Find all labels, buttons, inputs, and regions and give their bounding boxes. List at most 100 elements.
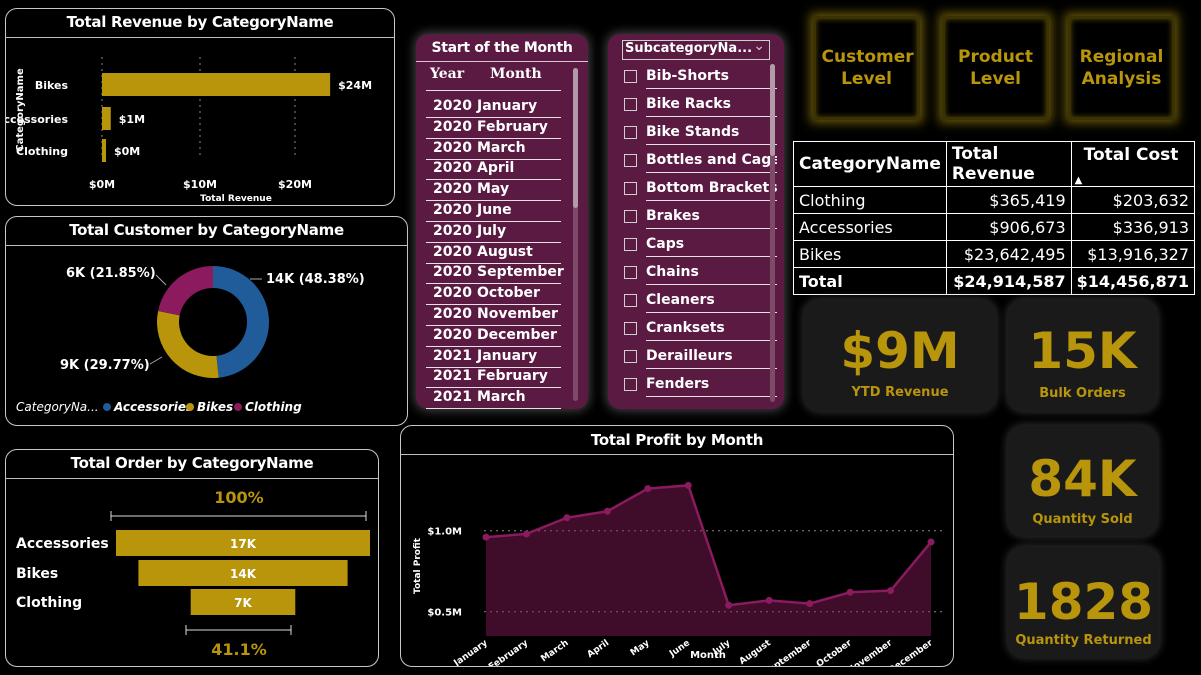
subcategory-label: Chains	[646, 264, 777, 285]
month-slicer-item[interactable]: 2020 September	[426, 263, 564, 285]
profit-point[interactable]	[563, 514, 571, 522]
checkbox[interactable]	[624, 322, 637, 335]
subcategory-slicer[interactable]: SubcategoryNa... ⌄ Bib-Shorts Bike Racks B…	[608, 34, 784, 409]
subcategory-slicer-item[interactable]: Bottom Brackets	[622, 180, 777, 202]
month-slicer-item[interactable]: 2020 May	[426, 180, 561, 202]
checkbox[interactable]	[624, 210, 637, 223]
profit-point[interactable]	[522, 530, 530, 538]
profit-point[interactable]	[887, 587, 895, 595]
donut-slice[interactable]	[213, 266, 270, 378]
subcategory-slicer-item[interactable]: Cranksets	[622, 320, 777, 342]
profit-point[interactable]	[684, 481, 692, 489]
month-slicer-item[interactable]: 2020 June	[426, 201, 561, 222]
month-scrollbar[interactable]	[573, 68, 578, 401]
month-slicer-item[interactable]: 2020 July	[426, 222, 561, 243]
checkbox[interactable]	[624, 70, 637, 83]
x-tick-label: February	[487, 638, 530, 666]
checkbox[interactable]	[624, 182, 637, 195]
subcategory-slicer-item[interactable]: Cleaners	[622, 292, 777, 314]
revenue-bar[interactable]	[102, 107, 111, 130]
subcategory-slicer-item[interactable]: Bib-Shorts	[622, 68, 777, 90]
checkbox[interactable]	[624, 350, 637, 363]
slicer-year: 2020	[433, 118, 472, 135]
donut-slice[interactable]	[158, 266, 213, 316]
y-tick-label: $0.5M	[427, 608, 462, 619]
profit-point[interactable]	[927, 538, 935, 546]
month-slicer-item[interactable]: 2020 November	[426, 305, 561, 326]
subcategory-slicer-item[interactable]: Bike Racks	[622, 96, 777, 118]
legend-clothing: Clothing	[245, 400, 302, 414]
profit-point[interactable]	[725, 601, 733, 609]
subcategory-slicer-item[interactable]: Bike Stands	[622, 124, 777, 146]
scrollbar-thumb[interactable]	[573, 68, 578, 208]
legend-bikes: Bikes	[197, 400, 233, 414]
checkbox[interactable]	[624, 238, 637, 251]
subcategory-dropdown-label: SubcategoryNa...	[625, 41, 753, 56]
checkbox[interactable]	[624, 154, 637, 167]
month-slicer-item[interactable]: 2020 December	[426, 326, 561, 347]
scrollbar-thumb[interactable]	[770, 64, 775, 156]
profit-point[interactable]	[806, 600, 814, 608]
month-slicer-item[interactable]: 2021 January	[426, 347, 561, 368]
profit-point[interactable]	[765, 596, 773, 604]
profit-point[interactable]	[846, 588, 854, 596]
profit-line	[485, 484, 932, 607]
subcategory-scrollbar[interactable]	[770, 64, 775, 402]
month-slicer-item[interactable]: 2020 January	[426, 97, 561, 118]
subcategory-dropdown[interactable]: SubcategoryNa... ⌄	[622, 38, 770, 60]
product-level-button[interactable]: Product Level	[942, 16, 1049, 120]
customer-level-button[interactable]: Customer Level	[813, 16, 920, 120]
header-categoryname[interactable]: CategoryName	[793, 141, 947, 187]
month-slicer[interactable]: Start of the Month Year Month 2020 Januar…	[416, 34, 588, 410]
profit-point[interactable]	[482, 533, 490, 541]
funnel-bar[interactable]	[190, 589, 296, 615]
slicer-month: April	[477, 160, 515, 177]
profit-point[interactable]	[603, 507, 611, 515]
month-slicer-item[interactable]: 2020 April	[426, 159, 561, 181]
donut-slice[interactable]	[157, 310, 219, 378]
revenue-bar-chart: CategoryName Bikes $24M Accessories $1M Clot…	[6, 57, 372, 204]
regional-analysis-button[interactable]: Regional Analysis	[1068, 16, 1175, 120]
header-total-revenue[interactable]: Total Revenue	[945, 141, 1072, 187]
slicer-month: March	[477, 139, 526, 156]
header-total-cost[interactable]: Total Cost ▲	[1070, 141, 1196, 187]
subcategory-label: Derailleurs	[646, 348, 777, 369]
slicer-year: 2020	[433, 264, 472, 281]
subcategory-slicer-item[interactable]: Brakes	[622, 208, 777, 230]
funnel-bar[interactable]	[116, 530, 370, 556]
month-slicer-item[interactable]: 2021 March	[426, 388, 561, 410]
order-funnel-chart: 100% 17K 14K 7K Accessories Bikes Clothing…	[16, 488, 370, 659]
month-slicer-item[interactable]: 2020 October	[426, 284, 561, 306]
checkbox[interactable]	[624, 126, 637, 139]
funnel-bar[interactable]	[138, 560, 348, 586]
checkbox[interactable]	[624, 294, 637, 307]
month-slicer-item[interactable]: 2020 March	[426, 139, 561, 160]
revenue-bar[interactable]	[102, 139, 106, 162]
checkbox[interactable]	[624, 378, 637, 391]
legend-dot-clothing	[234, 403, 242, 411]
profit-point[interactable]	[644, 485, 652, 493]
month-slicer-item[interactable]: 2020 August	[426, 243, 561, 264]
revenue-bar[interactable]	[102, 73, 331, 96]
checkbox[interactable]	[624, 98, 637, 111]
sort-ascending-icon[interactable]: ▲	[1074, 175, 1083, 186]
checkbox[interactable]	[624, 266, 637, 279]
slicer-month: May	[477, 181, 510, 198]
subcategory-slicer-item[interactable]: Chains	[622, 264, 777, 286]
data-label: $1M	[119, 113, 145, 126]
subcategory-slicer-item[interactable]: Bottles and Cages	[622, 152, 777, 174]
profit-chart-title: Total Profit by Month	[401, 431, 953, 449]
subcategory-label: Bike Stands	[646, 124, 777, 145]
slicer-month: February	[477, 368, 548, 385]
x-tick-label: June	[667, 638, 692, 660]
subcategory-slicer-item[interactable]: Fenders	[622, 376, 777, 398]
subcategory-slicer-item[interactable]: Derailleurs	[622, 348, 777, 370]
subcategory-slicer-item[interactable]: Caps	[622, 236, 777, 258]
month-slicer-item[interactable]: 2021 February	[426, 367, 561, 389]
chevron-down-icon[interactable]: ⌄	[753, 38, 765, 54]
month-slicer-item[interactable]: 2020 February	[426, 118, 561, 139]
x-tick-label: October	[815, 638, 854, 666]
slicer-month: July	[477, 222, 507, 239]
slicer-year: 2020	[433, 306, 472, 322]
quantity-returned-label: Quantity Returned	[1015, 633, 1152, 648]
